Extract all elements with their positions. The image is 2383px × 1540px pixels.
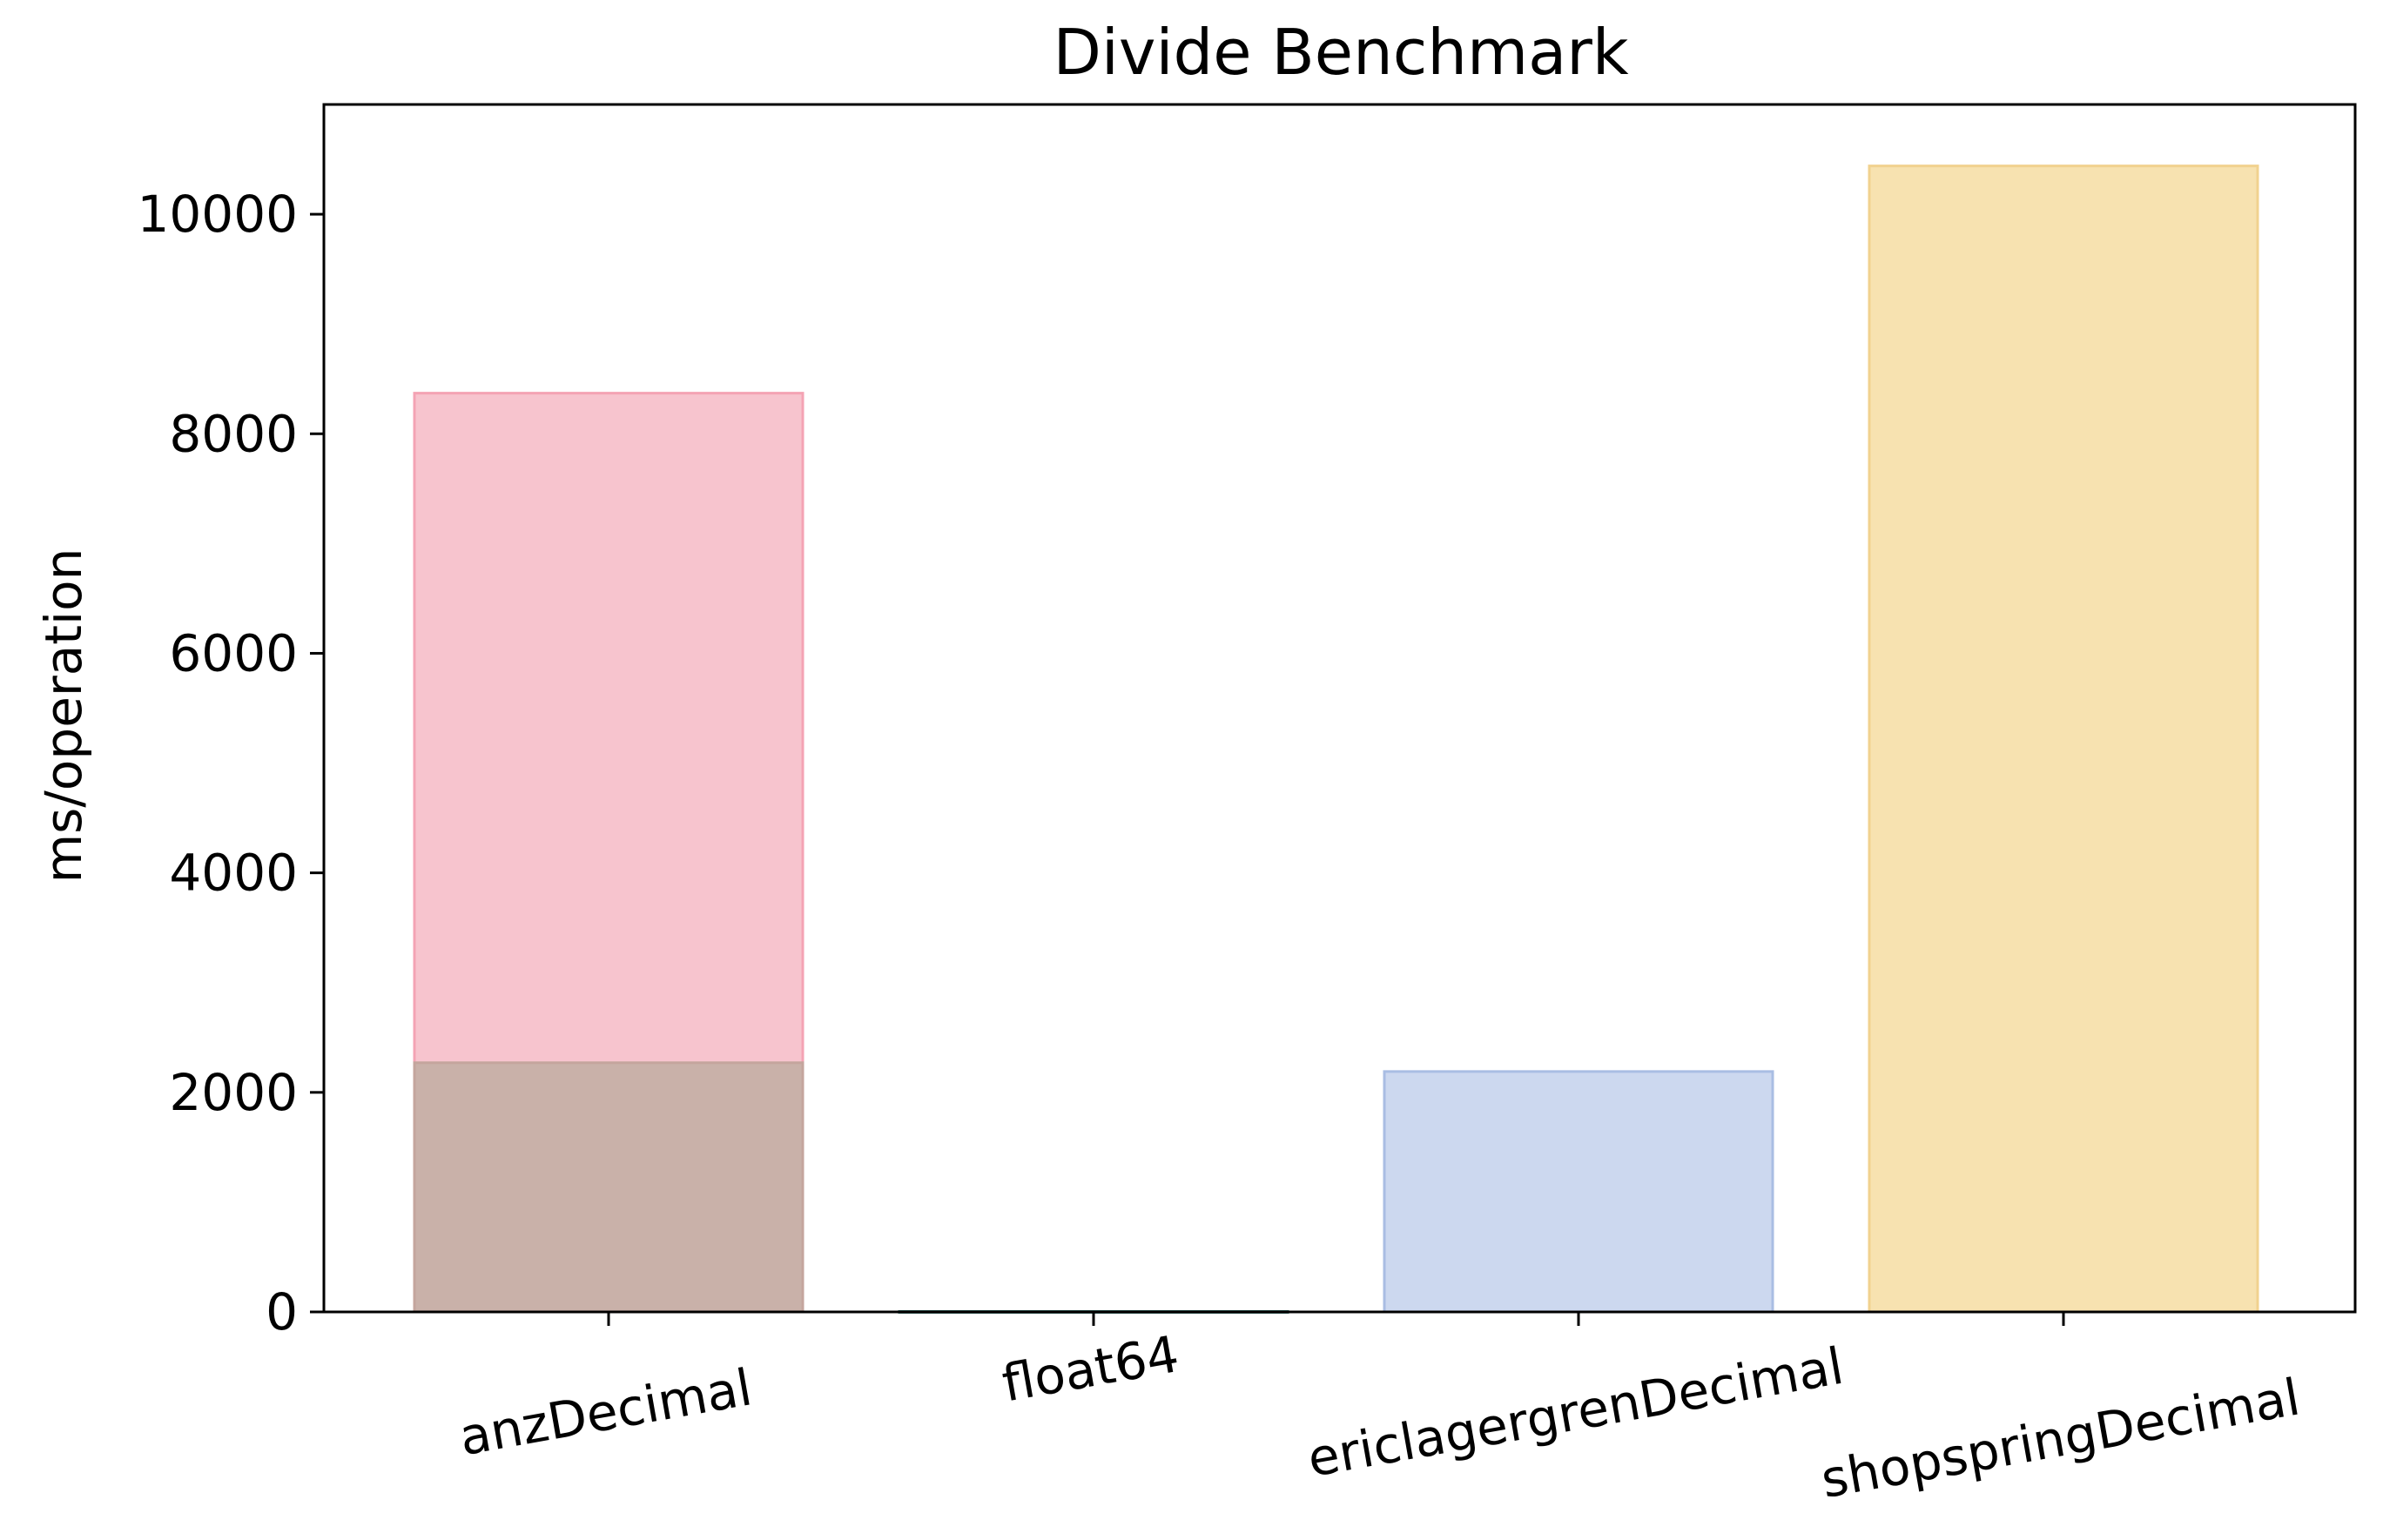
y-tick-label: 4000	[169, 844, 298, 903]
y-tick-label: 2000	[169, 1063, 298, 1122]
bar-shopspringDecimal	[1868, 165, 2259, 1314]
y-tick-label: 10000	[137, 185, 298, 244]
y-axis: 0 2000 4000 6000 8000 10000	[137, 185, 324, 1342]
bar-ericlagergrenDecimal	[1383, 1070, 1774, 1314]
y-axis-label: ms/operation	[34, 548, 93, 884]
plot-frame	[322, 103, 2357, 1314]
y-tick-label: 8000	[169, 404, 298, 463]
chart-title: Divide Benchmark	[1053, 16, 1628, 89]
bars-layer	[413, 165, 2259, 1314]
y-tick-label: 6000	[169, 623, 298, 683]
bar-anzDecimal-overlay	[413, 1061, 804, 1314]
y-tick-label: 0	[266, 1282, 298, 1342]
